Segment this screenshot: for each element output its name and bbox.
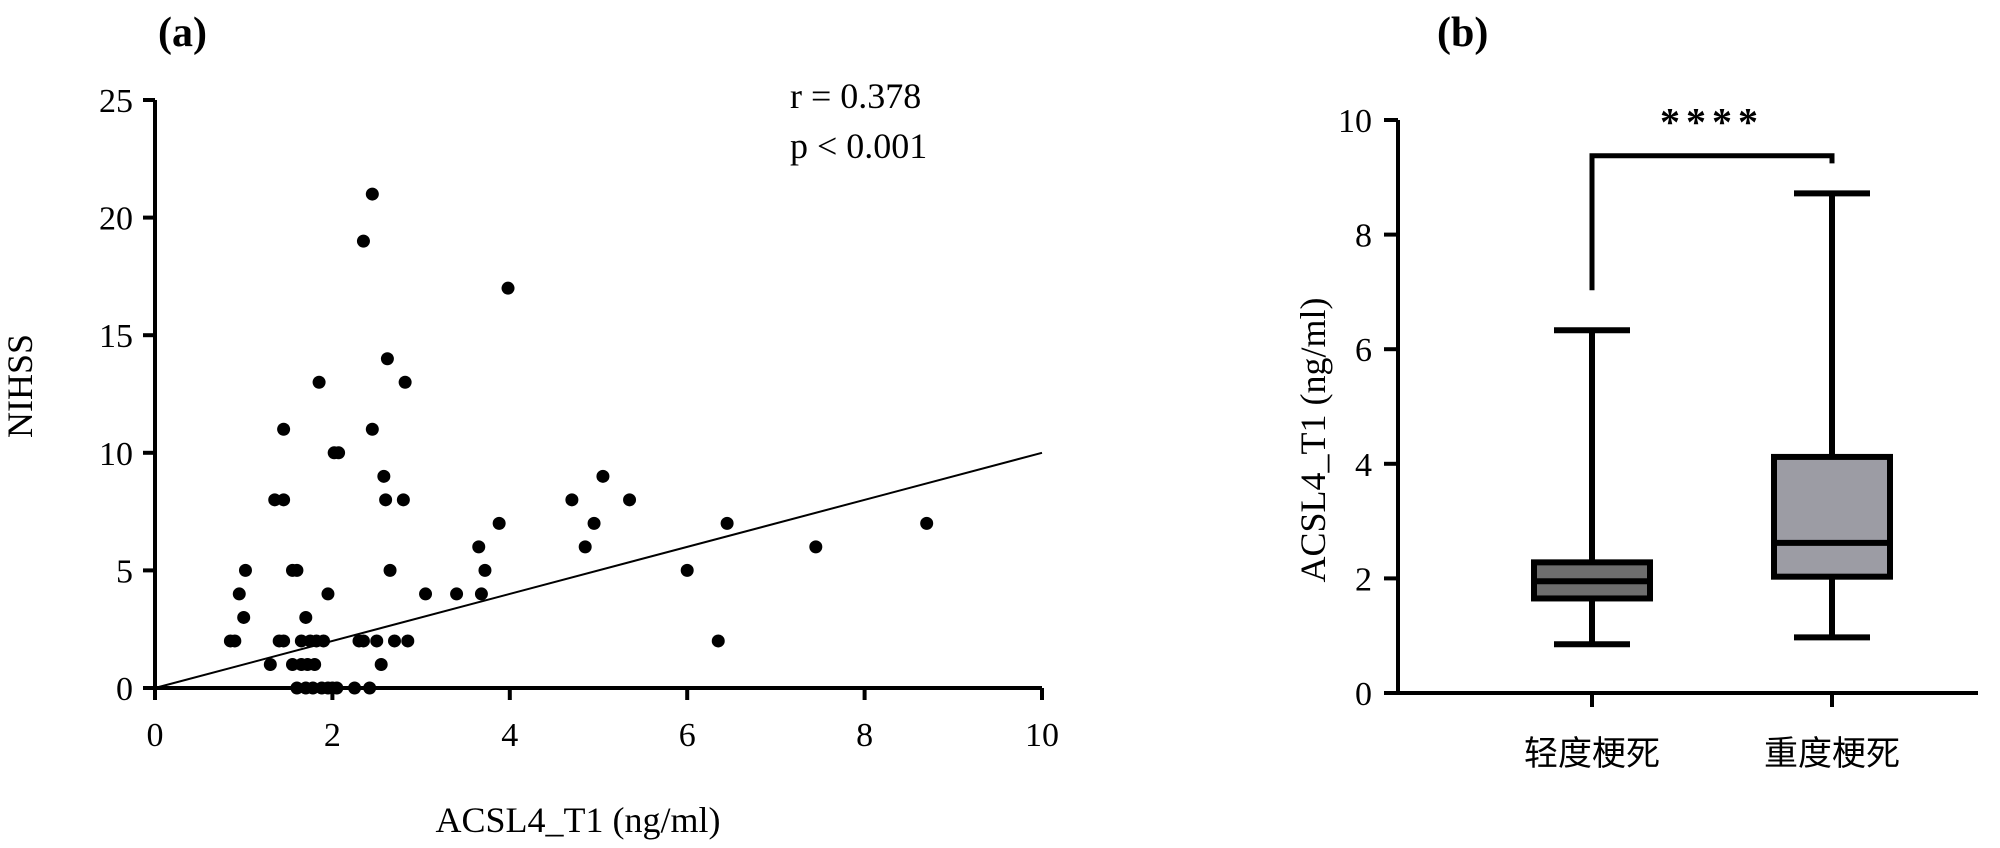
data-point: [321, 587, 335, 601]
data-points: [223, 187, 934, 695]
data-point: [596, 469, 610, 483]
data-point: [398, 375, 412, 389]
data-point: [472, 540, 486, 554]
data-point: [920, 516, 934, 530]
y-tick-label: 5: [116, 553, 133, 590]
data-point: [356, 634, 370, 648]
data-point: [680, 563, 694, 577]
data-point: [396, 493, 410, 507]
data-point: [478, 563, 492, 577]
x-ticks: 0 2 4 6 8 10: [147, 688, 1059, 754]
x-tick-label: 8: [856, 717, 873, 754]
x-tick-label: 2: [324, 717, 341, 754]
y-tick-label: 8: [1355, 218, 1372, 255]
x-category-label: 重度梗死: [1764, 735, 1900, 773]
data-point: [377, 469, 391, 483]
iqr-box: [1771, 453, 1893, 580]
x-tick-label: 4: [501, 717, 518, 754]
r-annotation: r = 0.378: [790, 76, 921, 116]
data-point: [232, 587, 246, 601]
data-point: [492, 516, 506, 530]
data-point: [383, 563, 397, 577]
data-point: [401, 634, 415, 648]
y-axis-title: ACSL4_T1 (ng/ml): [1293, 298, 1333, 583]
data-point: [387, 634, 401, 648]
data-point: [450, 587, 464, 601]
x-axis-title: ACSL4_T1 (ng/ml): [436, 800, 721, 840]
data-point: [370, 634, 384, 648]
data-point: [809, 540, 823, 554]
box-panel: (b) 0 2 4 6 8 10 轻度梗死 重度梗死 **** ACSL4_T1 (ng/m…: [1293, 10, 1978, 773]
x-tick-label: 6: [679, 717, 696, 754]
y-ticks: 0 5 10 15 20 25: [99, 83, 155, 708]
data-point: [578, 540, 592, 554]
x-tick-label: 0: [147, 717, 164, 754]
y-axis-title: NIHSS: [0, 334, 40, 438]
panel-a-label: (a): [158, 10, 207, 56]
significance-bracket: [1589, 153, 1835, 291]
data-point: [356, 234, 370, 248]
data-point: [501, 281, 515, 295]
data-point: [317, 634, 331, 648]
data-point: [277, 493, 291, 507]
data-point: [299, 610, 313, 624]
data-point: [332, 446, 346, 460]
y-tick-label: 10: [99, 436, 133, 473]
significance-stars: ****: [1660, 100, 1764, 145]
data-point: [474, 587, 488, 601]
y-tick-label: 2: [1355, 561, 1372, 598]
data-point: [419, 587, 433, 601]
data-point: [308, 657, 322, 671]
y-tick-label: 20: [99, 201, 133, 238]
y-tick-label: 25: [99, 83, 133, 120]
y-tick-label: 4: [1355, 447, 1372, 484]
p-annotation: p < 0.001: [790, 126, 927, 166]
panel-b-label: (b): [1437, 10, 1488, 56]
y-tick-label: 0: [1355, 676, 1372, 713]
y-tick-label: 6: [1355, 332, 1372, 369]
data-point: [365, 422, 379, 436]
regression-line: [154, 451, 1043, 689]
data-point: [312, 375, 326, 389]
data-point: [290, 563, 304, 577]
boxes: [1531, 190, 1893, 648]
y-ticks: 0 2 4 6 8 10: [1338, 103, 1398, 713]
data-point: [374, 657, 388, 671]
data-point: [587, 516, 601, 530]
data-point: [348, 681, 362, 695]
data-point: [238, 563, 252, 577]
data-point: [277, 634, 291, 648]
y-tick-label: 0: [116, 671, 133, 708]
data-point: [565, 493, 579, 507]
data-point: [380, 352, 394, 366]
data-point: [623, 493, 637, 507]
data-point: [237, 610, 251, 624]
data-point: [263, 657, 277, 671]
box-1: [1531, 327, 1653, 648]
data-point: [711, 634, 725, 648]
y-tick-label: 15: [99, 318, 133, 355]
data-point: [330, 681, 344, 695]
x-tick-label: 10: [1025, 717, 1059, 754]
x-category-label: 轻度梗死: [1524, 735, 1660, 773]
data-point: [228, 634, 242, 648]
x-categories: 轻度梗死 重度梗死: [1524, 693, 1900, 773]
data-point: [720, 516, 734, 530]
scatter-panel: (a) 0 2 4 6 8 10 0 5 10 15 20 25 r = 0.378 p < 0.0…: [0, 10, 1059, 840]
data-point: [363, 681, 377, 695]
data-point: [365, 187, 379, 201]
box-2: [1771, 190, 1893, 641]
data-point: [379, 493, 393, 507]
y-tick-label: 10: [1338, 103, 1372, 140]
data-point: [277, 422, 291, 436]
